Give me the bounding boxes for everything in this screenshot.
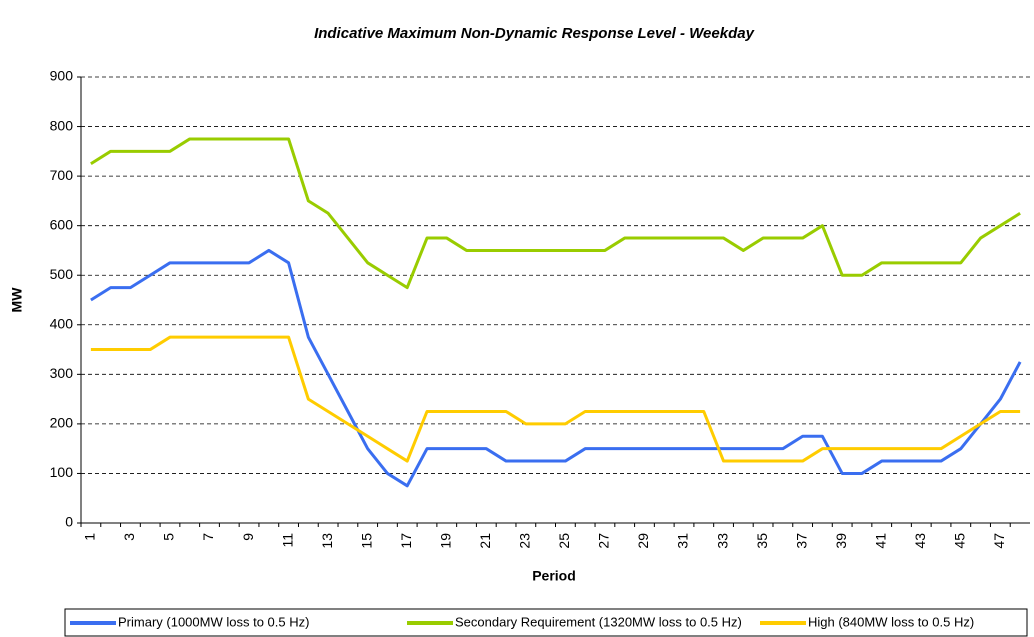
x-tick-label: 5 (161, 533, 177, 541)
x-tick-label: 17 (398, 533, 414, 549)
x-tick-label: 45 (952, 533, 968, 549)
x-tick-label: 27 (596, 533, 612, 549)
x-tick-label: 33 (714, 533, 730, 549)
y-tick-label: 800 (50, 117, 74, 133)
series-line (90, 335, 1021, 463)
y-tick-label: 600 (50, 216, 74, 232)
x-tick-label: 37 (793, 533, 809, 549)
y-tick-label: 300 (50, 365, 74, 381)
y-tick-label: 200 (50, 415, 74, 431)
legend-label: Secondary Requirement (1320MW loss to 0.… (455, 614, 742, 629)
x-tick-label: 1 (82, 533, 98, 541)
series-line (90, 248, 1022, 488)
x-tick-label: 23 (517, 533, 533, 549)
chart-title: Indicative Maximum Non-Dynamic Response … (314, 25, 755, 42)
y-tick-label: 0 (65, 514, 73, 530)
y-tick-label: 500 (50, 266, 74, 282)
x-tick-label: 29 (635, 533, 651, 549)
series-line (90, 137, 1021, 290)
x-tick-label: 43 (912, 533, 928, 549)
x-tick-label: 31 (675, 533, 691, 549)
x-tick-label: 19 (437, 533, 453, 549)
x-tick-label: 13 (319, 533, 335, 549)
x-tick-label: 21 (477, 533, 493, 549)
legend-label: Primary (1000MW loss to 0.5 Hz) (118, 614, 309, 629)
x-tick-label: 39 (833, 533, 849, 549)
y-tick-label: 400 (50, 315, 74, 331)
x-tick-label: 3 (121, 533, 137, 541)
y-axis-label: MW (9, 287, 25, 313)
x-tick-label: 9 (240, 533, 256, 541)
y-tick-label: 100 (50, 464, 74, 480)
legend-label: High (840MW loss to 0.5 Hz) (808, 614, 974, 629)
x-tick-label: 7 (200, 533, 216, 541)
x-tick-label: 41 (872, 533, 888, 549)
x-axis-label: Period (532, 568, 576, 584)
x-tick-label: 11 (279, 533, 295, 548)
x-tick-label: 15 (358, 533, 374, 549)
legend-box (64, 608, 1028, 637)
y-tick-label: 700 (50, 167, 74, 183)
x-tick-label: 25 (556, 533, 572, 549)
x-tick-label: 35 (754, 533, 770, 549)
y-tick-label: 900 (50, 68, 74, 84)
x-tick-label: 47 (991, 533, 1007, 549)
